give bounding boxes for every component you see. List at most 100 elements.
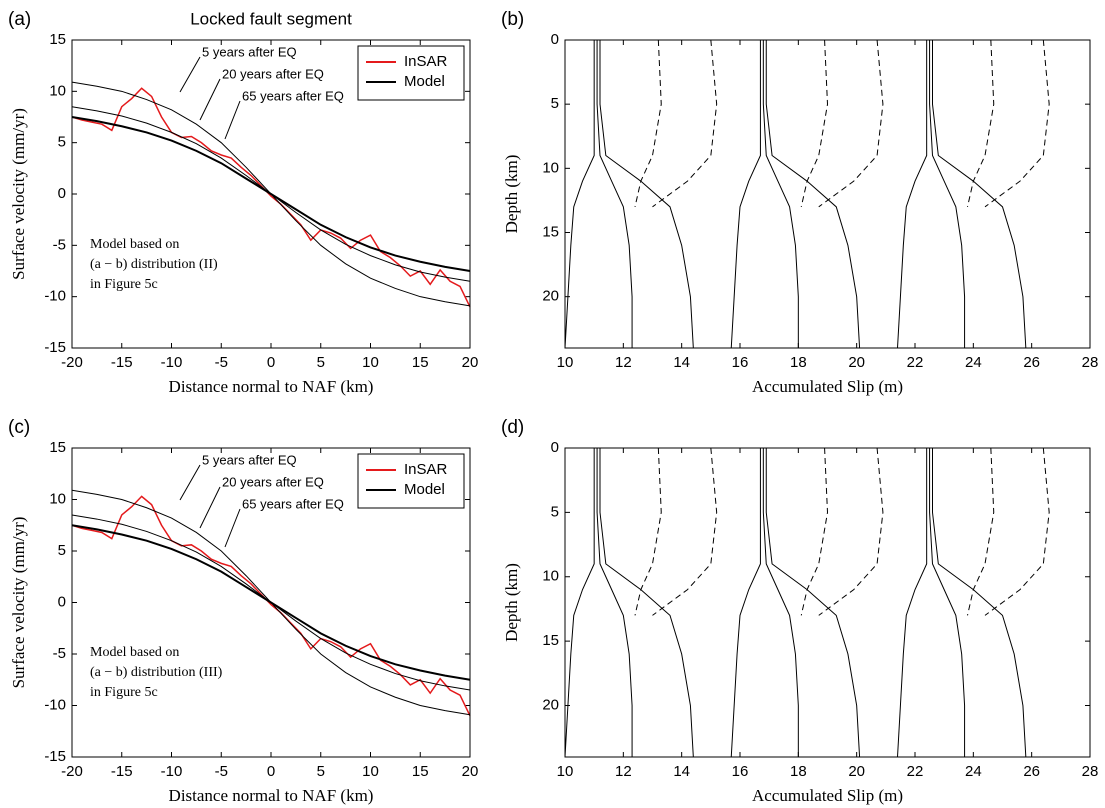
x-tick-label: 10 [362, 763, 379, 780]
x-tick-label: -15 [111, 763, 133, 780]
slip-profile [984, 447, 1050, 616]
slip-profile [967, 447, 995, 616]
annotation-arrow [224, 508, 241, 548]
annotation: 65 years after EQ [242, 88, 344, 103]
slip-profile [932, 448, 1027, 758]
y-tick-label: 20 [542, 696, 559, 713]
annotation-arrow [179, 464, 201, 501]
slip-profile [765, 40, 861, 349]
slip-profile [599, 40, 694, 349]
slip-profile [897, 40, 928, 349]
x-tick-label: -15 [111, 354, 133, 371]
slip-profile [932, 40, 1027, 349]
slip-profile [652, 39, 718, 208]
note: (a − b) distribution (III) [90, 665, 223, 680]
x-tick-label: 5 [317, 354, 325, 371]
y-tick-label: 10 [49, 82, 66, 99]
x-axis-label: Accumulated Slip (m) [752, 377, 903, 396]
series-line [71, 87, 471, 308]
x-tick-label: 10 [362, 354, 379, 371]
y-tick-label: -15 [44, 339, 66, 356]
y-axis-label: Depth (km) [502, 155, 521, 234]
x-tick-label: 22 [907, 354, 924, 371]
x-axis-label: Distance normal to NAF (km) [169, 786, 374, 805]
annotation-arrow [199, 78, 221, 121]
legend-label: InSAR [404, 53, 448, 70]
x-tick-label: -5 [215, 763, 228, 780]
y-tick-label: 10 [542, 159, 559, 176]
plot-frame [564, 447, 1091, 758]
slip-profile [564, 448, 595, 758]
y-tick-label: 15 [542, 223, 559, 240]
y-tick-label: 5 [551, 503, 559, 520]
x-tick-label: 20 [462, 354, 479, 371]
x-tick-label: 15 [412, 354, 429, 371]
x-tick-label: 10 [557, 763, 574, 780]
slip-profile [730, 40, 761, 349]
x-axis-label: Accumulated Slip (m) [752, 786, 903, 805]
slip-profile [800, 39, 829, 207]
x-tick-label: 24 [965, 763, 982, 780]
x-axis-label: Distance normal to NAF (km) [169, 377, 374, 396]
x-tick-label: 28 [1082, 763, 1099, 780]
panel-label: (a) [8, 9, 31, 30]
y-tick-label: 5 [58, 134, 66, 151]
x-tick-label: 26 [1023, 354, 1040, 371]
y-tick-label: 15 [49, 31, 66, 48]
note: in Figure 5c [90, 685, 158, 700]
slip-profile [984, 39, 1050, 208]
x-tick-label: 26 [1023, 763, 1040, 780]
x-tick-label: 18 [790, 763, 807, 780]
annotation-arrow [179, 56, 201, 93]
x-tick-label: -10 [161, 354, 183, 371]
series-line [71, 524, 471, 681]
x-tick-label: 14 [673, 763, 690, 780]
y-axis-label: Surface velocity (mm/yr) [9, 517, 28, 689]
y-tick-label: -15 [44, 748, 66, 765]
slip-profile [967, 39, 995, 207]
plot-frame [564, 39, 1091, 349]
slip-profile [897, 448, 928, 758]
annotation-arrow [224, 100, 241, 140]
x-tick-label: 22 [907, 763, 924, 780]
legend-box [357, 45, 465, 101]
x-tick-label: 12 [615, 354, 632, 371]
x-tick-label: 28 [1082, 354, 1099, 371]
legend-box [357, 453, 465, 509]
note: Model based on [90, 237, 179, 252]
slip-profile [762, 40, 799, 348]
slip-profile [596, 448, 633, 757]
annotation: 5 years after EQ [202, 452, 297, 467]
panel-label: (d) [501, 417, 524, 438]
y-tick-label: 0 [58, 593, 66, 610]
x-tick-label: 20 [848, 763, 865, 780]
x-tick-label: 12 [615, 763, 632, 780]
series-line [71, 495, 471, 717]
note: (a − b) distribution (II) [90, 257, 218, 272]
y-tick-label: -5 [53, 236, 66, 253]
note: Model based on [90, 645, 179, 660]
legend-label: Model [404, 481, 445, 498]
slip-profile [634, 447, 662, 616]
slip-profile [652, 447, 718, 616]
x-tick-label: 5 [317, 763, 325, 780]
panel-label: (c) [8, 417, 30, 438]
x-tick-label: 18 [790, 354, 807, 371]
y-tick-label: -10 [44, 696, 66, 713]
x-tick-label: 20 [848, 354, 865, 371]
slip-profile [800, 447, 829, 616]
slip-profile [634, 39, 662, 207]
panel-label: (b) [501, 9, 524, 30]
x-tick-label: 14 [673, 354, 690, 371]
x-tick-label: 0 [267, 763, 275, 780]
slip-profile [929, 448, 966, 757]
y-tick-label: 0 [551, 439, 559, 456]
slip-profile [818, 39, 884, 208]
slip-profile [762, 448, 799, 757]
slip-profile [599, 448, 694, 758]
y-tick-label: -5 [53, 645, 66, 662]
plot-frame [71, 447, 471, 758]
y-tick-label: 15 [49, 439, 66, 456]
slip-profile [564, 40, 595, 349]
